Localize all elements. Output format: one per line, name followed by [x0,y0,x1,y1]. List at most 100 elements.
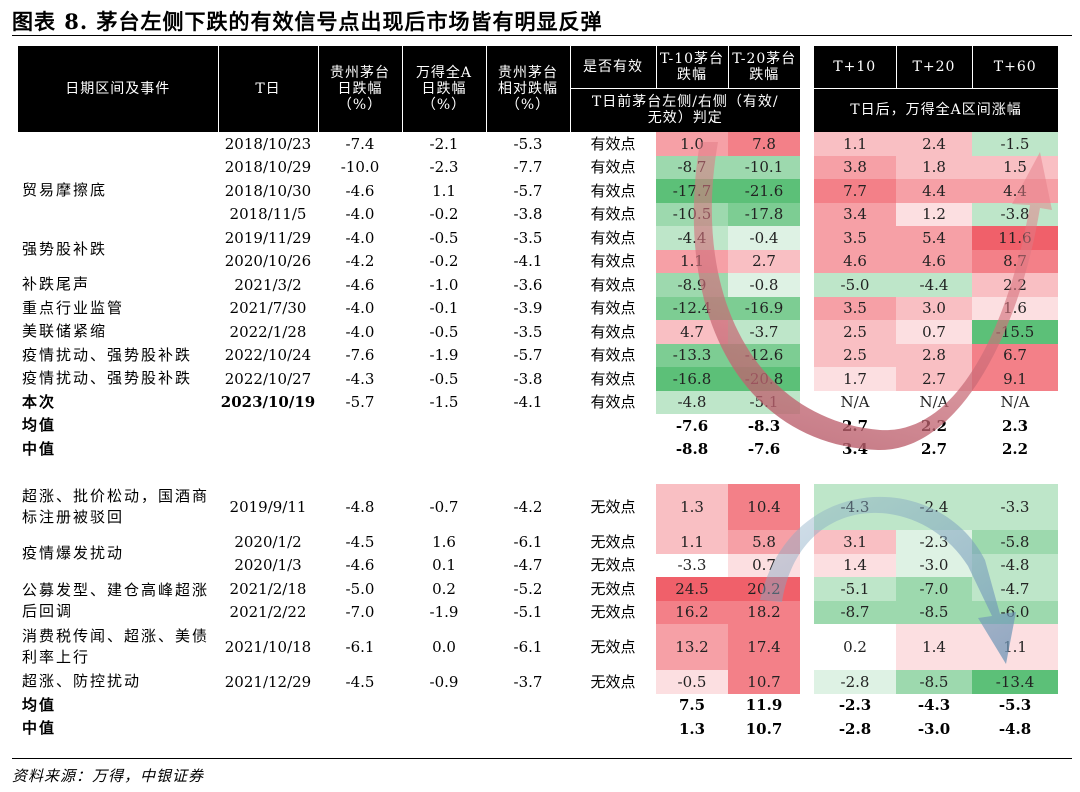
a-drop-cell: 0.0 [432,638,456,656]
empty-cell [318,438,402,462]
t20-cell: -10.1 [728,155,800,179]
p10-cell: 1.7 [814,367,896,391]
p60-cell: -6.0 [972,600,1058,624]
table-row: 2018/10/23 -7.4 -2.1 -5.3 有效点 1.0 7.8 1.1 2.4 -1.… [18,132,1058,156]
median-p60: 2.2 [1001,440,1029,459]
t20-cell: -3.7 [728,320,800,344]
p10-cell: 1.1 [814,132,896,156]
median-p10: -2.8 [838,719,872,738]
p10-cell: 7.7 [814,179,896,203]
mt-drop-cell: -4.2 [345,252,375,271]
median-p60: -4.8 [998,719,1032,738]
mt-drop-cell: -4.0 [345,299,375,318]
p10-cell: -5.0 [814,273,896,297]
mean-t20: -8.3 [747,416,781,435]
tday-cell: 2022/10/24 [224,346,312,365]
gap-cell [800,179,814,203]
event-label: 强势股补跌 [22,240,108,258]
valid-cell: 有效点 [590,369,636,388]
valid-cell: 有效点 [590,252,636,271]
median-p20: 2.7 [920,440,948,459]
median-p20: -3.0 [917,719,951,738]
mean-p10: -2.3 [838,696,872,715]
tday-cell: 2018/10/23 [224,134,312,153]
event-label: 超涨、批价松动，国酒商标注册被驳回 [22,487,210,526]
p60-cell: -5.8 [972,530,1058,554]
t10-cell: -4.8 [656,390,728,414]
mean-label: 均值 [22,695,57,714]
mt-drop-cell: -4.6 [345,181,375,200]
t20-cell: 7.8 [728,132,800,156]
p20-cell: 4.6 [896,249,972,273]
gap-cell [800,155,814,179]
valid-cell: 有效点 [590,134,636,153]
mt-drop-cell: -4.5 [345,532,375,551]
spacer-cell [728,461,800,484]
tday-cell: 2021/12/29 [224,672,312,691]
p20-cell: -2.3 [896,530,972,554]
mt-drop-cell: -4.3 [345,369,375,388]
valid-cell: 有效点 [590,228,636,247]
spacer-cell [814,461,896,484]
spacer-cell [218,461,318,484]
mt-drop-cell: -10.0 [340,158,380,177]
mt-drop-cell: -4.6 [345,275,375,294]
t10-cell: 1.1 [656,530,728,554]
p60-cell: 4.4 [972,179,1058,203]
p60-cell: 2.2 [972,273,1058,297]
p20-cell: -7.0 [896,577,972,601]
t20-cell: -5.1 [728,390,800,414]
spacer-cell [318,461,402,484]
a-drop-cell: -0.5 [429,228,459,247]
gap-cell [800,437,814,461]
p60-cell: -4.8 [972,553,1058,577]
gap-cell [800,530,814,554]
tday-cell: 2021/2/18 [229,579,307,598]
t10-cell: 16.2 [656,600,728,624]
t10-cell: 1.3 [656,484,728,530]
median-t20: 10.7 [745,719,783,738]
p60-cell: -13.4 [972,670,1058,694]
rel-drop-cell: -4.7 [513,556,543,575]
gap-cell [800,273,814,297]
a-drop-cell: -2.1 [429,134,459,153]
p10-cell: 2.5 [814,320,896,344]
gap-cell [800,670,814,694]
table-row: 消费税传闻、超涨、美债利率上行 2021/10/18 -6.1 0.0 -6.1 无效点 1… [18,624,1058,670]
t20-cell: -12.6 [728,343,800,367]
t10-cell: 1.0 [656,132,728,156]
p20-cell: 2.8 [896,343,972,367]
p60-cell: 1.1 [972,624,1058,670]
p20-cell: 0.7 [896,320,972,344]
t20-cell: 18.2 [728,600,800,624]
table-row: 疫情扰动、强势股补跌 2022/10/27 -4.3 -0.5 -3.8 有效点 -16.8… [18,367,1058,391]
empty-cell [486,414,570,438]
median-row: 中值 1.3 10.7 -2.8 -3.0 -4.8 [18,717,1058,741]
p20-cell: 3.0 [896,296,972,320]
header-judge: T日前茅台左侧/右侧（有效/无效）判定 [569,88,800,132]
valid-cell: 有效点 [590,205,636,224]
t10-cell: -10.5 [656,202,728,226]
header-p10: T+10 [814,46,896,89]
p60-cell: N/A [972,390,1058,414]
p20-cell: -2.4 [896,484,972,530]
header-p20: T+20 [895,46,972,89]
header-t20: T-20茅台跌幅 [727,46,800,89]
header-a-drop: 万得全A日跌幅（%） [401,46,486,132]
t10-cell: 13.2 [656,624,728,670]
gap-cell [800,553,814,577]
tday-cell: 2020/1/2 [234,532,302,551]
rel-drop-cell: -3.6 [513,275,543,294]
empty-cell [218,694,318,718]
mean-p60: 2.3 [1001,416,1029,435]
p60-cell: 1.5 [972,155,1058,179]
mt-drop-cell: -5.7 [345,393,375,412]
event-label: 消费税传闻、超涨、美债利率上行 [22,627,210,666]
rel-drop-cell: -3.8 [513,205,543,224]
t10-cell: -16.8 [656,367,728,391]
t20-cell: -21.6 [728,179,800,203]
valid-cell: 无效点 [590,556,636,575]
gap-cell [800,693,814,717]
event-label: 补跌尾声 [22,275,91,294]
valid-cell: 无效点 [590,579,636,598]
